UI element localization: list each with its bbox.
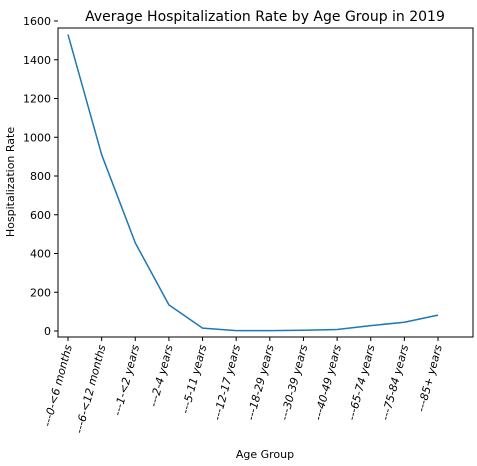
x-tick-label: ---85+ years (415, 343, 445, 413)
x-tick-label: ---75-84 years (379, 343, 412, 422)
x-tick-label: ---40-49 years (311, 343, 344, 422)
x-tick-label: ---30-39 years (278, 343, 311, 422)
x-axis-label: Age Group (236, 448, 294, 461)
x-tick-label: ---2-4 years (147, 343, 176, 408)
x-tick-label: ---6-<12 months (72, 343, 108, 435)
y-axis-label: Hospitalization Rate (4, 127, 17, 237)
x-tick-label: ---65-74 years (345, 343, 378, 422)
plot-frame (57, 27, 474, 338)
chart-title: Average Hospitalization Rate by Age Grou… (85, 9, 445, 25)
y-tick-label: 200 (30, 286, 51, 299)
series-layer (67, 34, 439, 332)
x-tick-label: ---12-17 years (210, 343, 243, 422)
y-tick-label: 800 (30, 170, 51, 183)
x-tick-label: ---5-11 years (179, 343, 210, 415)
y-tick-label: 400 (30, 248, 51, 261)
y-tick-label: 1200 (23, 93, 51, 106)
x-axis: ---0-<6 months---6-<12 months ---1-<2 yea… (41, 337, 445, 435)
x-tick-label: ---18-29 years (244, 343, 277, 422)
y-tick-label: 1600 (23, 15, 51, 28)
y-axis: 0 200 400 600 800 1000 1200 1400 1600 (23, 15, 58, 338)
y-tick-label: 600 (30, 209, 51, 222)
y-tick-label: 1400 (23, 54, 51, 67)
y-tick-label: 0 (44, 325, 51, 338)
x-tick-label: ---0-<6 months (41, 343, 75, 428)
y-tick-label: 1000 (23, 131, 51, 144)
series-line (67, 34, 439, 332)
x-tick-label: ---1-<2 years (111, 343, 142, 417)
